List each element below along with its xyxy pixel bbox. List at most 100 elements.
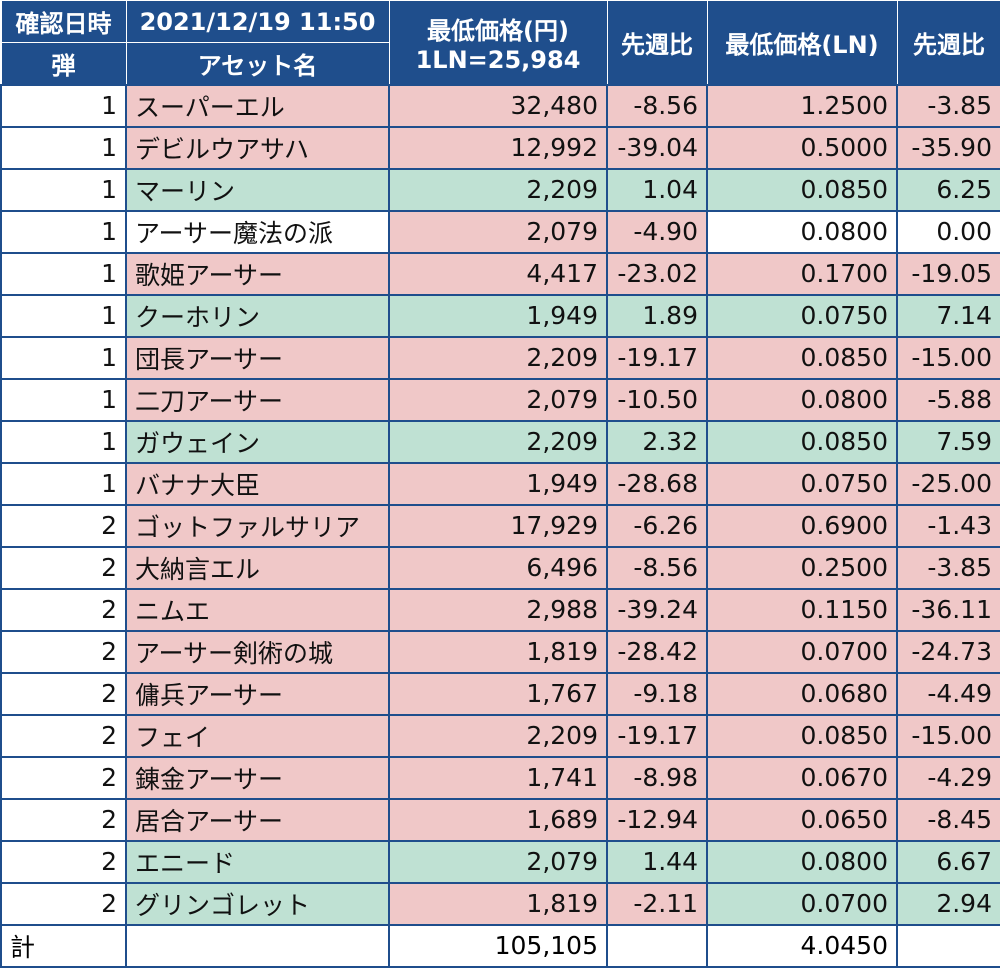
min-price-ln-cell: 0.0750 [707,463,897,505]
total-ln-wk-empty [897,925,1000,967]
asset-name-cell: ゴットファルサリア [126,505,389,547]
yen-prev-week-cell: -8.98 [607,757,707,799]
dan-cell: 2 [1,715,126,757]
ln-prev-week-cell: -3.85 [897,547,1000,589]
min-price-yen-cell: 1,819 [389,631,607,673]
dan-cell: 2 [1,757,126,799]
table-row: 2 グリンゴレット 1,819 -2.11 0.0700 2.94 [1,883,1000,925]
asset-name-cell: エニード [126,841,389,883]
table-row: 1 二刀アーサー 2,079 -10.50 0.0800 -5.88 [1,379,1000,421]
total-yen: 105,105 [389,925,607,967]
dan-cell: 1 [1,85,126,127]
table-row: 1 アーサー魔法の派 2,079 -4.90 0.0800 0.00 [1,211,1000,253]
asset-name-header: アセット名 [126,43,389,85]
asset-name-cell: ガウェイン [126,421,389,463]
yen-prev-week-cell: -28.68 [607,463,707,505]
ln-prev-week-cell: -36.11 [897,589,1000,631]
table-row: 2 エニード 2,079 1.44 0.0800 6.67 [1,841,1000,883]
yen-prev-week-cell: -39.24 [607,589,707,631]
yen-prev-week-cell: 2.32 [607,421,707,463]
asset-name-cell: 大納言エル [126,547,389,589]
min-price-ln-header: 最低価格(LN) [707,1,897,85]
yen-prev-week-cell: 1.04 [607,169,707,211]
ln-prev-week-cell: -4.49 [897,673,1000,715]
table-row: 1 ガウェイン 2,209 2.32 0.0850 7.59 [1,421,1000,463]
exchange-rate-label: 1LN=25,984 [398,46,599,74]
min-price-yen-cell: 1,949 [389,463,607,505]
total-name-empty [126,925,389,967]
yen-prev-week-cell: -19.17 [607,715,707,757]
ln-prev-week-cell: 7.14 [897,295,1000,337]
table-row: 2 錬金アーサー 1,741 -8.98 0.0670 -4.29 [1,757,1000,799]
min-price-yen-cell: 2,079 [389,211,607,253]
ln-prev-week-cell: -35.90 [897,127,1000,169]
min-price-ln-cell: 0.5000 [707,127,897,169]
dan-cell: 1 [1,169,126,211]
min-price-ln-cell: 0.2500 [707,547,897,589]
asset-name-cell: グリンゴレット [126,883,389,925]
min-price-yen-cell: 12,992 [389,127,607,169]
min-price-ln-cell: 0.1150 [707,589,897,631]
table-row: 2 傭兵アーサー 1,767 -9.18 0.0680 -4.49 [1,673,1000,715]
table-row: 1 マーリン 2,209 1.04 0.0850 6.25 [1,169,1000,211]
asset-name-cell: デビルウアサハ [126,127,389,169]
min-price-yen-cell: 6,496 [389,547,607,589]
yen-prev-week-cell: -19.17 [607,337,707,379]
yen-prev-week-header: 先週比 [607,1,707,85]
dan-cell: 2 [1,589,126,631]
asset-name-cell: 団長アーサー [126,337,389,379]
total-yen-wk-empty [607,925,707,967]
min-price-ln-cell: 0.0670 [707,757,897,799]
dan-cell: 1 [1,463,126,505]
min-price-yen-cell: 1,741 [389,757,607,799]
min-price-ln-cell: 0.0850 [707,421,897,463]
min-price-ln-cell: 0.0680 [707,673,897,715]
asset-name-cell: スーパーエル [126,85,389,127]
min-price-yen-cell: 1,689 [389,799,607,841]
dan-cell: 2 [1,631,126,673]
dan-cell: 1 [1,253,126,295]
min-price-yen-cell: 2,209 [389,421,607,463]
ln-prev-week-cell: -5.88 [897,379,1000,421]
asset-name-cell: 居合アーサー [126,799,389,841]
ln-prev-week-cell: -24.73 [897,631,1000,673]
ln-prev-week-cell: -3.85 [897,85,1000,127]
asset-name-cell: 錬金アーサー [126,757,389,799]
asset-name-cell: アーサー魔法の派 [126,211,389,253]
dan-cell: 2 [1,883,126,925]
min-price-yen-cell: 2,079 [389,841,607,883]
yen-prev-week-cell: -39.04 [607,127,707,169]
table-footer: 計 105,105 4.0450 [1,925,1000,967]
min-price-ln-cell: 0.0800 [707,379,897,421]
yen-prev-week-cell: -10.50 [607,379,707,421]
asset-name-cell: バナナ大臣 [126,463,389,505]
ln-prev-week-cell: -8.45 [897,799,1000,841]
dan-cell: 1 [1,295,126,337]
min-price-ln-cell: 0.0700 [707,631,897,673]
yen-prev-week-cell: -9.18 [607,673,707,715]
table-row: 1 スーパーエル 32,480 -8.56 1.2500 -3.85 [1,85,1000,127]
min-price-yen-cell: 1,949 [389,295,607,337]
asset-name-cell: 歌姫アーサー [126,253,389,295]
dan-header: 弾 [1,43,126,85]
min-price-ln-cell: 0.0800 [707,841,897,883]
dan-cell: 2 [1,841,126,883]
yen-prev-week-cell: 1.89 [607,295,707,337]
dan-cell: 1 [1,421,126,463]
total-ln: 4.0450 [707,925,897,967]
asset-price-table: 確認日時 2021/12/19 11:50 最低価格(円) 1LN=25,984… [0,0,1000,968]
table-row: 1 歌姫アーサー 4,417 -23.02 0.1700 -19.05 [1,253,1000,295]
confirm-datetime-value: 2021/12/19 11:50 [126,1,389,43]
min-price-ln-cell: 0.0650 [707,799,897,841]
dan-cell: 1 [1,337,126,379]
min-price-yen-cell: 2,209 [389,337,607,379]
min-price-yen-cell: 32,480 [389,85,607,127]
min-price-ln-cell: 0.1700 [707,253,897,295]
min-price-ln-cell: 1.2500 [707,85,897,127]
ln-prev-week-cell: 7.59 [897,421,1000,463]
ln-prev-week-cell: -15.00 [897,337,1000,379]
ln-prev-week-cell: -25.00 [897,463,1000,505]
yen-prev-week-cell: -6.26 [607,505,707,547]
min-price-ln-cell: 0.0800 [707,211,897,253]
min-price-yen-cell: 4,417 [389,253,607,295]
